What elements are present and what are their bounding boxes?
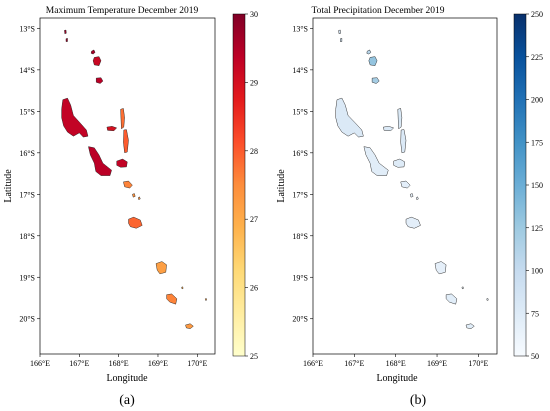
island-epi	[400, 180, 411, 189]
temperature-x-axis-label: Longitude	[106, 373, 148, 384]
island-shepherd-islands-2	[138, 196, 141, 201]
precipitation-y-axis-label: Latitude	[276, 169, 287, 203]
y-tick-label: 13°S	[292, 24, 308, 33]
x-tick-label: 169°E	[427, 359, 447, 368]
island-ureparapara	[90, 49, 96, 55]
island-maewo	[397, 108, 403, 130]
island-torres-islands-1	[64, 29, 67, 35]
island-shepherd-islands-2	[416, 196, 419, 201]
colorbar-tick-label: 150	[531, 181, 543, 190]
y-tick-label: 16°S	[19, 149, 35, 158]
x-tick-label: 167°E	[69, 359, 89, 368]
island-aneityum	[465, 323, 475, 329]
y-tick-label: 19°S	[19, 273, 35, 282]
island-tanna	[445, 293, 458, 305]
precipitation-x-axis-label: Longitude	[376, 373, 418, 384]
y-tick-label: 15°S	[19, 107, 35, 116]
y-tick-label: 13°S	[19, 24, 35, 33]
temperature-islands	[61, 29, 207, 329]
island-torres-islands-2	[340, 38, 343, 42]
island-efate	[128, 216, 143, 229]
y-tick-label: 14°S	[19, 66, 35, 75]
x-tick-label: 168°E	[109, 359, 129, 368]
island-futuna	[204, 298, 207, 301]
colorbar-tick-label: 25	[250, 352, 258, 361]
y-tick-label: 20°S	[19, 315, 35, 324]
colorbar-tick-label: 75	[531, 309, 539, 318]
colorbar-tick-label: 175	[531, 138, 543, 147]
precipitation-map-panel: Total Precipitation December 2019 13°S 14…	[276, 6, 543, 408]
island-aniwa	[181, 286, 184, 290]
temperature-y-axis-label: Latitude	[3, 169, 14, 203]
island-ambae	[106, 126, 118, 132]
island-vanua-lava	[92, 56, 102, 66]
temperature-colorbar	[232, 13, 246, 357]
x-tick-label: 166°E	[30, 359, 50, 368]
colorbar-tick-label: 100	[531, 267, 543, 276]
x-tick-label: 167°E	[344, 359, 364, 368]
island-epi	[123, 180, 133, 189]
island-espiritu-santo	[61, 97, 89, 138]
x-tick-label: 166°E	[303, 359, 323, 368]
y-tick-label: 20°S	[292, 315, 308, 324]
island-gaua	[371, 77, 380, 84]
island-erromango	[434, 261, 447, 275]
x-tick-label: 169°E	[148, 359, 168, 368]
island-tanna	[166, 293, 178, 305]
island-shepherd-islands-1	[132, 193, 136, 198]
island-shepherd-islands-1	[409, 193, 414, 198]
island-aniwa	[461, 286, 464, 290]
y-tick-label: 16°S	[292, 149, 308, 158]
y-tick-label: 17°S	[19, 190, 35, 199]
colorbar-tick-label: 50	[531, 352, 539, 361]
island-gaua	[95, 77, 104, 84]
island-torres-islands-2	[65, 38, 68, 42]
island-pentecost	[400, 129, 407, 154]
y-tick-label: 19°S	[292, 273, 308, 282]
temperature-map-title: Maximum Temperature December 2019	[46, 6, 199, 16]
island-vanua-lava	[368, 56, 378, 66]
island-efate	[405, 216, 421, 229]
island-maewo	[120, 108, 125, 130]
island-malakula	[363, 146, 389, 176]
x-tick-label: 170°E	[187, 359, 207, 368]
panel-b-caption: (b)	[410, 393, 427, 408]
island-erromango	[155, 261, 167, 275]
colorbar-tick-label: 125	[531, 224, 543, 233]
precipitation-colorbar	[513, 13, 527, 357]
island-espiritu-santo	[335, 97, 364, 138]
x-tick-label: 170°E	[468, 359, 488, 368]
colorbar-tick-label: 30	[250, 10, 258, 19]
colorbar-tick-label: 27	[250, 215, 258, 224]
y-tick-label: 18°S	[292, 232, 308, 241]
colorbar-tick-label: 225	[531, 53, 543, 62]
colorbar-tick-label: 28	[250, 147, 258, 156]
colorbar-tick-label: 250	[531, 10, 543, 19]
island-ambae	[383, 126, 395, 132]
x-tick-label: 168°E	[386, 359, 406, 368]
island-ambrym	[116, 158, 128, 168]
temperature-map-panel: Maximum Temperature December 2019 13°S 14…	[3, 6, 258, 408]
island-ureparapara	[366, 49, 372, 55]
island-futuna	[486, 298, 489, 301]
panel-a-caption: (a)	[119, 393, 135, 408]
y-tick-label: 14°S	[292, 66, 308, 75]
island-ambrym	[393, 158, 406, 168]
colorbar-tick-label: 29	[250, 78, 258, 87]
y-tick-label: 15°S	[292, 107, 308, 116]
y-tick-label: 18°S	[19, 232, 35, 241]
precipitation-islands	[335, 29, 489, 329]
island-pentecost	[123, 129, 129, 154]
island-aneityum	[185, 323, 194, 329]
island-malakula	[88, 146, 112, 176]
precipitation-map-title: Total Precipitation December 2019	[311, 6, 444, 16]
colorbar-tick-label: 200	[531, 96, 543, 105]
island-torres-islands-1	[338, 29, 341, 35]
y-tick-label: 17°S	[292, 190, 308, 199]
colorbar-tick-label: 26	[250, 284, 258, 293]
